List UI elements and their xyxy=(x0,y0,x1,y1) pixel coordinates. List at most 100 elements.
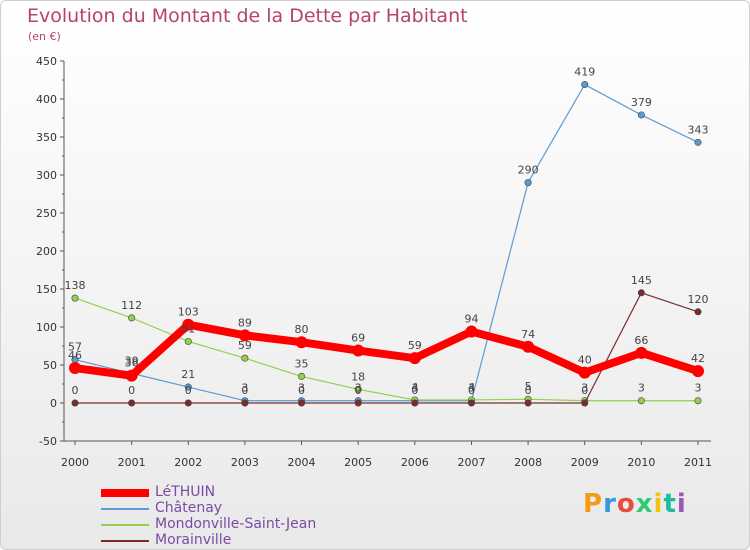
series-point xyxy=(467,399,475,407)
series-point xyxy=(411,399,419,407)
series-point xyxy=(298,399,306,407)
series-point xyxy=(184,399,192,407)
data-label: 59 xyxy=(238,339,252,352)
series-point xyxy=(522,340,535,353)
logo-letter: i xyxy=(676,489,687,519)
legend-swatch-mondonville xyxy=(101,524,149,526)
x-tick-label: 2011 xyxy=(684,456,712,469)
series-point xyxy=(694,397,702,405)
logo-letter: t xyxy=(663,489,677,519)
series-point xyxy=(184,337,192,345)
series-point xyxy=(637,289,645,297)
data-label: 0 xyxy=(468,384,475,397)
data-label: 80 xyxy=(295,323,309,336)
data-label: 3 xyxy=(468,382,475,395)
series-point xyxy=(581,81,589,89)
series-line-0 xyxy=(71,320,702,380)
series-line-2 xyxy=(74,297,699,402)
x-tick-label: 2010 xyxy=(627,456,655,469)
data-label: 35 xyxy=(295,357,309,370)
data-label: 112 xyxy=(121,299,142,312)
y-tick-label: 100 xyxy=(36,321,57,334)
data-label: 18 xyxy=(351,370,365,383)
y-tick-label: 400 xyxy=(36,93,57,106)
data-label: 3 xyxy=(411,382,418,395)
series-point xyxy=(71,294,79,302)
data-label: 3 xyxy=(355,382,362,395)
data-label: 69 xyxy=(351,332,365,345)
data-label: 343 xyxy=(688,123,709,136)
series-point xyxy=(637,397,645,405)
series-point xyxy=(524,179,532,187)
legend-label-lethuin: LéTHUIN xyxy=(155,484,216,500)
series-point xyxy=(408,352,421,365)
logo-letter: r xyxy=(603,489,617,519)
series-line-3 xyxy=(74,292,699,404)
data-label: 3 xyxy=(695,382,702,395)
series-point xyxy=(352,344,365,357)
series-point xyxy=(241,399,249,407)
series-point xyxy=(354,399,362,407)
series-line-1 xyxy=(74,83,699,402)
x-tick-label: 2006 xyxy=(401,456,429,469)
data-label: 379 xyxy=(631,96,652,109)
series-point xyxy=(69,362,81,375)
data-label: 39 xyxy=(125,354,139,367)
data-label: 40 xyxy=(578,354,592,367)
logo-letter: x xyxy=(635,489,654,519)
series-point xyxy=(581,399,589,407)
series-point xyxy=(128,399,136,407)
data-label: 42 xyxy=(691,352,705,365)
data-label: 94 xyxy=(464,313,478,326)
data-label: 0 xyxy=(241,384,248,397)
legend-label-chatenay: Châtenay xyxy=(155,500,223,516)
y-tick-label: 350 xyxy=(36,131,57,144)
data-label: 290 xyxy=(518,164,539,177)
data-label: 89 xyxy=(238,316,252,329)
data-label: 74 xyxy=(521,328,535,341)
series-point xyxy=(184,383,192,391)
x-tick-label: 2003 xyxy=(231,456,259,469)
data-label: 4 xyxy=(468,381,475,394)
y-tick-label: 200 xyxy=(36,245,57,258)
series-point xyxy=(692,365,704,378)
y-tick-label: -50 xyxy=(39,435,57,448)
series-point xyxy=(298,372,306,380)
series-point xyxy=(354,385,362,393)
x-tick-label: 2004 xyxy=(288,456,316,469)
series-point xyxy=(694,308,702,316)
data-label: 21 xyxy=(181,368,195,381)
data-label: 0 xyxy=(581,384,588,397)
series-point xyxy=(465,325,478,338)
series-point xyxy=(128,314,136,322)
data-label: 0 xyxy=(128,384,135,397)
legend-swatch-morainville xyxy=(101,540,149,542)
data-label: 59 xyxy=(408,339,422,352)
x-tick-label: 2001 xyxy=(118,456,146,469)
proxiti-logo: Proxiti xyxy=(583,489,687,519)
data-label: 0 xyxy=(411,384,418,397)
x-tick-label: 2007 xyxy=(457,456,485,469)
series-point xyxy=(635,346,648,359)
y-tick-label: 450 xyxy=(36,55,57,68)
data-label: 3 xyxy=(638,382,645,395)
data-label: 120 xyxy=(688,293,709,306)
x-tick-label: 2009 xyxy=(571,456,599,469)
data-label: 46 xyxy=(68,349,82,362)
data-label: 0 xyxy=(525,384,532,397)
series-point xyxy=(295,336,308,349)
series-point xyxy=(125,369,138,382)
series-point xyxy=(241,354,249,362)
data-label: 0 xyxy=(298,384,305,397)
data-label: 4 xyxy=(411,381,418,394)
logo-letter: i xyxy=(653,489,664,519)
chart-title: Evolution du Montant de la Dette par Hab… xyxy=(27,5,468,27)
x-tick-label: 2002 xyxy=(174,456,202,469)
series-point xyxy=(71,399,79,407)
y-tick-label: 250 xyxy=(36,207,57,220)
x-tick-label: 2005 xyxy=(344,456,372,469)
y-tick-label: 150 xyxy=(36,283,57,296)
data-label: 0 xyxy=(72,384,79,397)
